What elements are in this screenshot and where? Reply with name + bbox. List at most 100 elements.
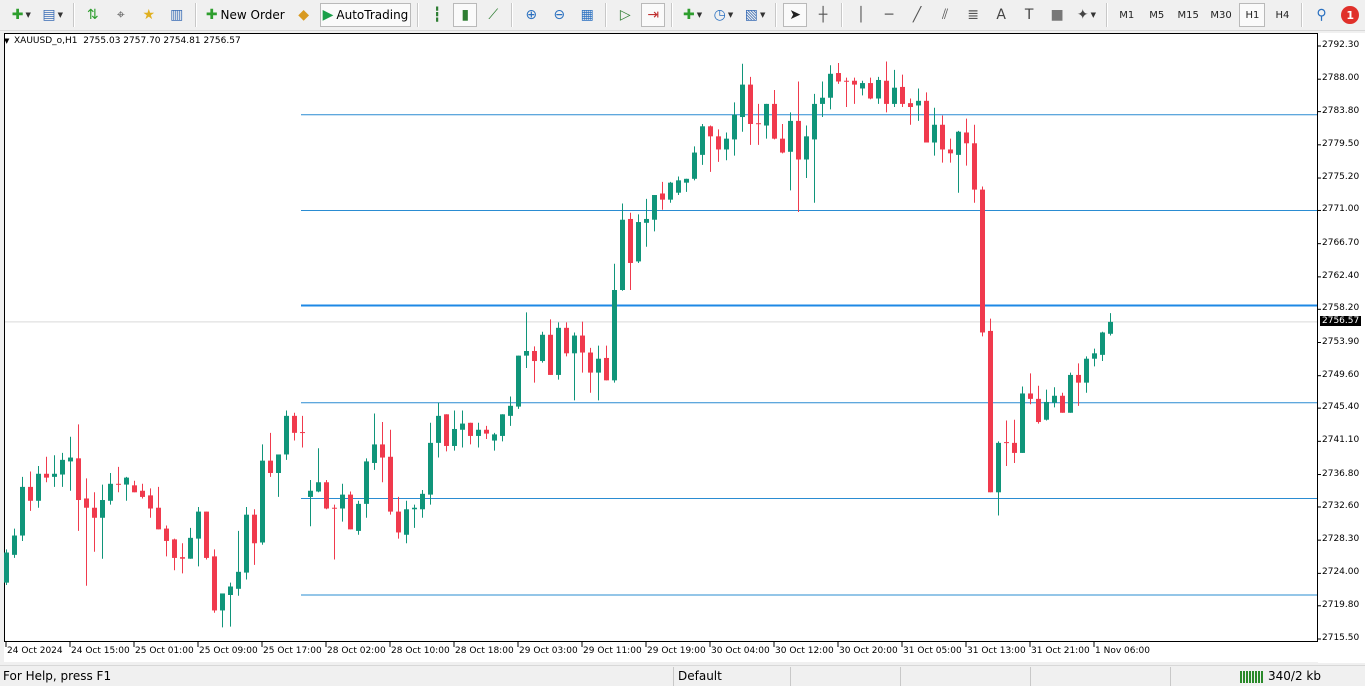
bearish-candle [212, 556, 217, 611]
tile-windows-button[interactable]: ▦ [575, 3, 599, 27]
bar-chart-button[interactable]: ┇ [425, 3, 449, 27]
bullish-candle [436, 415, 441, 443]
time-tick-label: 29 Oct 19:00 [647, 646, 706, 656]
bearish-candle [204, 511, 209, 558]
bearish-candle [908, 103, 913, 107]
bullish-candle [412, 507, 417, 510]
terminal-button[interactable]: ▥ [165, 3, 189, 27]
candlestick-chart-icon: ▮ [461, 7, 470, 23]
text-label-button[interactable]: T [1017, 3, 1041, 27]
profiles-button[interactable]: ▤ ▼ [39, 3, 67, 27]
bearish-candle [444, 414, 449, 446]
new-order-icon: ✚ [205, 7, 218, 23]
templates-button[interactable]: ▧ ▼ [741, 3, 769, 27]
metaeditor-icon: ◆ [298, 7, 310, 23]
bullish-candle [260, 460, 265, 543]
search-button[interactable]: ⚲ [1309, 3, 1333, 27]
periods-button[interactable]: ◷ ▼ [710, 3, 737, 27]
time-tick-label: 24 Oct 15:00 [71, 646, 130, 656]
zoom-out-icon: ⊖ [553, 7, 566, 23]
zoom-in-button[interactable]: ⊕ [519, 3, 543, 27]
price-tick-label: 2724.00 [1322, 567, 1360, 578]
horizontal-line-button[interactable]: ─ [877, 3, 901, 27]
zoom-out-button[interactable]: ⊖ [547, 3, 571, 27]
connection-signal-icon [1240, 671, 1264, 683]
bullish-candle [36, 473, 41, 501]
bearish-candle [884, 80, 889, 104]
navigator-icon: ★ [142, 7, 156, 23]
price-tick-label: 2741.10 [1322, 435, 1360, 446]
chart-shift-button[interactable]: ⇥ [641, 3, 666, 27]
bullish-candle [916, 100, 921, 106]
bullish-candle [652, 195, 657, 220]
bullish-candle [812, 103, 817, 140]
bullish-candle [124, 477, 129, 485]
timeframe-m15-button[interactable]: M15 [1177, 9, 1199, 21]
bullish-candle [492, 434, 497, 441]
time-tick-label: 30 Oct 04:00 [711, 646, 770, 656]
arrows-button[interactable]: ✦ ▼ [1073, 3, 1100, 27]
bullish-candle [732, 114, 737, 140]
navigator-button[interactable]: ★ [137, 3, 161, 27]
candlestick-chart-button[interactable]: ▮ [453, 3, 478, 27]
bullish-candle [284, 415, 289, 455]
bearish-candle [1036, 398, 1041, 423]
indicators-button[interactable]: ✚ ▼ [679, 3, 706, 27]
price-tick-label: 2788.00 [1322, 73, 1360, 84]
bullish-candle [196, 511, 201, 539]
metaeditor-button[interactable]: ◆ [292, 3, 316, 27]
timeframe-h4-button[interactable]: H4 [1275, 9, 1290, 21]
auto-scroll-icon: ▷ [619, 7, 631, 23]
text-button[interactable]: A [989, 3, 1013, 27]
trendline-button[interactable]: ╱ [905, 3, 929, 27]
bullish-candle [996, 442, 1001, 493]
dropdown-arrow-icon: ▼ [727, 11, 734, 19]
indicators-icon: ✚ [683, 7, 695, 23]
bullish-candle [244, 514, 249, 573]
bullish-candle [524, 350, 529, 356]
bullish-candle [956, 131, 961, 155]
bullish-candle [860, 83, 865, 89]
market-watch-button[interactable]: ⇅ [81, 3, 105, 27]
toolbar-separator [1105, 3, 1108, 27]
bearish-candle [348, 494, 353, 530]
price-tick-label: 2766.70 [1322, 237, 1360, 248]
chart-area[interactable] [4, 33, 1318, 642]
bearish-candle [964, 132, 969, 144]
fibonacci-retracement-button[interactable]: ≣ [961, 3, 985, 27]
chart-title: XAUUSD_o,H1 2755.03 2757.70 2754.81 2756… [14, 36, 241, 46]
bullish-candle [236, 571, 241, 589]
bullish-candle [500, 414, 505, 436]
cursor-button[interactable]: ➤ [783, 3, 808, 27]
timeframe-h1-button[interactable]: H1 [1239, 3, 1266, 27]
time-tick-label: 31 Oct 21:00 [1031, 646, 1090, 656]
autotrading-button[interactable]: ▶ AutoTrading [319, 3, 412, 27]
data-window-button[interactable]: ⌖ [109, 3, 133, 27]
crosshair-button[interactable]: ┼ [811, 3, 835, 27]
bearish-candle [484, 429, 489, 434]
bullish-candle [1084, 358, 1089, 383]
auto-scroll-button[interactable]: ▷ [613, 3, 637, 27]
timeframe-m30-button[interactable]: M30 [1210, 9, 1232, 21]
time-axis[interactable] [4, 642, 1318, 662]
new-order-button[interactable]: ✚ New Order [203, 3, 288, 27]
rectangle-button[interactable]: ■ [1045, 3, 1069, 27]
chart-menu-triangle-icon[interactable]: ▼ [4, 37, 10, 45]
bearish-candle [332, 507, 337, 509]
timeframe-m5-button[interactable]: M5 [1149, 9, 1165, 21]
bearish-candle [76, 458, 81, 501]
bullish-candle [788, 120, 793, 152]
timeframe-m1-button[interactable]: M1 [1119, 9, 1135, 21]
bullish-candle [828, 73, 833, 98]
vertical-line-button[interactable]: │ [849, 3, 873, 27]
new-chart-button[interactable]: ✚ ▼ [8, 3, 35, 27]
toolbar-separator [671, 3, 674, 27]
terminal-icon: ▥ [170, 7, 184, 23]
bearish-candle [564, 327, 569, 354]
bullish-candle [572, 335, 577, 354]
bearish-candle [748, 84, 753, 124]
line-chart-button[interactable]: ⟋ [481, 3, 505, 27]
notifications-button[interactable]: 1 [1337, 3, 1363, 27]
price-axis[interactable] [1318, 33, 1365, 663]
equidistant-channel-button[interactable]: ⫽ [933, 3, 957, 27]
